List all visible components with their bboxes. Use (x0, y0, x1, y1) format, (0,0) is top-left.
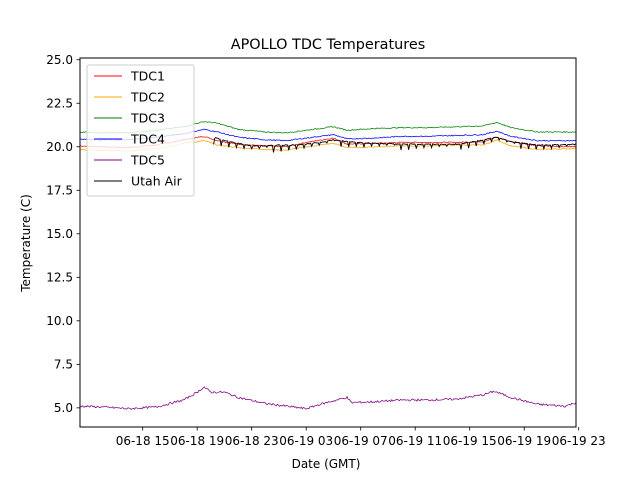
legend-entry-label: TDC4 (130, 132, 165, 147)
y-tick-label: 15.0 (46, 227, 73, 241)
x-axis-label: Date (GMT) (292, 457, 361, 471)
x-tick-label: 06-19 19 (497, 434, 551, 448)
legend-entry-label: TDC3 (130, 111, 165, 126)
y-tick-label: 12.5 (46, 271, 73, 285)
legend-entry-label: TDC1 (130, 69, 165, 84)
plot-frame (79, 57, 577, 428)
legend-entry-label: TDC5 (130, 153, 165, 168)
y-tick-label: 5.0 (54, 401, 73, 415)
series-line-utah-air (213, 136, 576, 153)
chart-title: APOLLO TDC Temperatures (231, 37, 425, 53)
x-tick-label: 06-18 23 (225, 434, 279, 448)
x-tick-label: 06-19 03 (279, 434, 333, 448)
y-tick-label: 17.5 (46, 184, 73, 198)
x-tick-label: 06-18 19 (170, 434, 224, 448)
legend-box (86, 64, 195, 197)
y-tick-label: 7.5 (54, 358, 73, 372)
x-tick-label: 06-18 15 (116, 434, 170, 448)
x-tick-label: 06-19 15 (443, 434, 497, 448)
x-tick-label: 06-19 23 (552, 434, 606, 448)
series-line-tdc5 (80, 386, 576, 410)
x-tick-label: 06-19 07 (334, 434, 388, 448)
legend-entry-label: Utah Air (131, 174, 183, 189)
y-tick-label: 25.0 (46, 53, 73, 67)
y-tick-label: 10.0 (46, 314, 73, 328)
x-tick-label: 06-19 11 (388, 434, 442, 448)
y-tick-label: 20.0 (46, 140, 73, 154)
legend-entry-label: TDC2 (130, 90, 165, 105)
y-tick-label: 22.5 (46, 97, 73, 111)
y-axis-label: Temperature (C) (19, 194, 33, 293)
